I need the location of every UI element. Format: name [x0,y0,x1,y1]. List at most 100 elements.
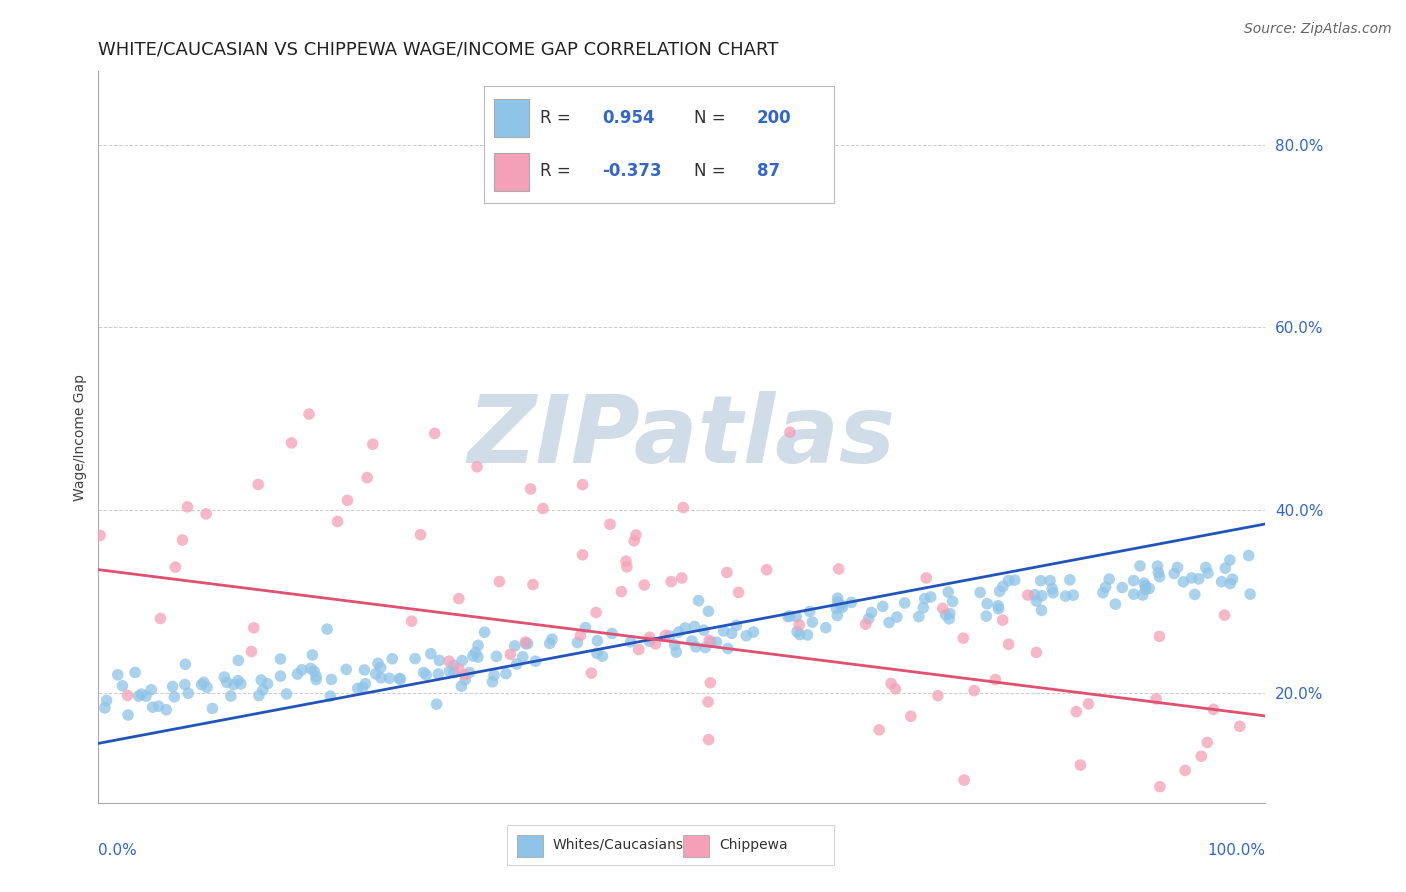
Point [1040,582,1063,596]
Point [415,668,437,682]
Point [423,426,446,441]
Point [1195,560,1218,574]
Point [825,608,848,623]
Point [335,662,357,676]
Point [664,638,686,652]
Point [720,626,742,640]
Point [195,507,218,521]
Point [1180,571,1202,585]
Point [695,640,717,655]
Point [935,607,957,622]
Point [381,651,404,665]
Point [665,645,688,659]
Point [352,681,374,695]
Point [458,665,481,680]
Point [443,658,465,673]
Point [1132,588,1154,602]
Point [243,621,266,635]
Point [585,646,607,660]
Point [900,709,922,723]
Point [378,671,401,685]
Point [336,493,359,508]
Point [124,665,146,680]
Point [135,689,157,703]
Point [1133,576,1156,591]
Point [1137,582,1160,596]
Point [117,708,139,723]
Point [931,601,953,615]
Point [1149,629,1171,643]
Point [1069,758,1091,772]
Y-axis label: Wage/Income Gap: Wage/Income Gap [73,374,87,500]
Point [668,625,690,640]
Point [1091,585,1114,599]
Point [831,600,853,615]
Point [516,636,538,650]
Point [482,668,505,682]
Point [914,591,936,606]
Point [1059,573,1081,587]
Point [1211,574,1233,589]
Point [276,687,298,701]
Point [796,628,818,642]
Point [574,621,596,635]
Point [454,668,477,682]
Point [163,690,186,704]
Point [868,723,890,737]
Point [623,533,645,548]
Point [839,595,862,609]
Point [644,637,666,651]
Point [976,597,998,611]
Point [1135,582,1157,597]
Point [321,673,343,687]
Point [1163,566,1185,581]
Point [465,459,488,474]
Point [240,644,263,658]
Point [401,614,423,628]
Point [524,654,547,668]
Point [620,634,643,648]
Point [893,596,915,610]
Point [654,628,676,642]
Point [195,681,218,695]
Point [786,624,808,639]
Point [1111,581,1133,595]
Point [688,593,710,607]
Point [776,609,799,624]
Point [388,672,411,686]
Point [872,599,894,614]
Point [269,669,291,683]
Point [353,663,375,677]
Point [877,615,900,630]
Point [519,482,541,496]
Point [627,642,650,657]
Point [226,673,249,688]
Point [886,610,908,624]
Point [659,574,682,589]
Point [128,689,150,703]
Point [912,600,935,615]
Point [1147,566,1170,580]
Point [1122,587,1144,601]
Point [464,645,486,659]
Point [787,618,810,632]
Point [412,665,434,680]
Point [963,683,986,698]
Point [581,666,603,681]
Point [984,673,1007,687]
Point [697,604,720,618]
Point [305,669,328,683]
Point [299,661,322,675]
Point [1213,561,1236,575]
Point [571,477,593,491]
Point [1166,560,1188,574]
Point [319,689,342,703]
Point [1184,587,1206,601]
Point [600,626,623,640]
Point [624,528,647,542]
Point [1017,588,1039,602]
Point [389,672,412,686]
Point [1054,589,1077,603]
Point [131,687,153,701]
Point [987,601,1010,615]
